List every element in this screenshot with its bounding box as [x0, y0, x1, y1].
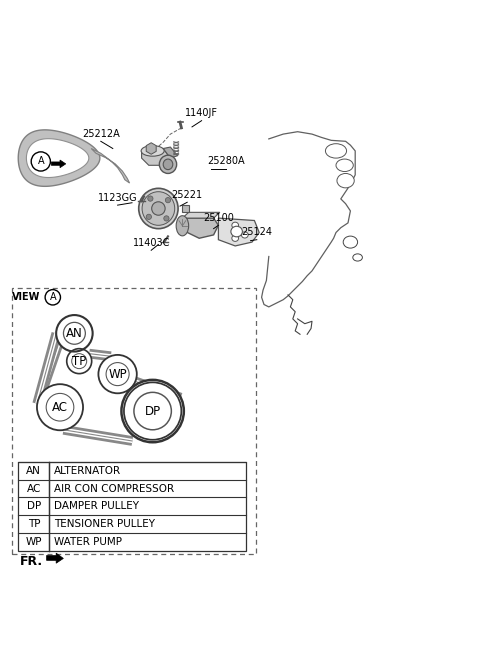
Ellipse shape [232, 235, 239, 241]
Ellipse shape [231, 226, 242, 237]
Text: 25124: 25124 [241, 227, 272, 237]
Text: 25221: 25221 [172, 190, 203, 200]
Ellipse shape [148, 196, 153, 201]
Circle shape [121, 380, 184, 442]
Ellipse shape [176, 215, 189, 236]
Text: AN: AN [66, 327, 83, 340]
Text: A: A [37, 156, 44, 166]
Text: 25100: 25100 [203, 213, 234, 223]
Circle shape [37, 384, 83, 430]
Ellipse shape [336, 159, 353, 171]
Polygon shape [142, 148, 170, 166]
Text: DP: DP [27, 501, 41, 511]
Ellipse shape [141, 146, 164, 156]
Circle shape [67, 349, 92, 374]
Ellipse shape [165, 198, 170, 203]
Text: ALTERNATOR: ALTERNATOR [54, 466, 121, 476]
Text: AC: AC [27, 484, 41, 493]
Polygon shape [182, 205, 189, 212]
Text: AIR CON COMPRESSOR: AIR CON COMPRESSOR [54, 484, 174, 493]
Polygon shape [182, 212, 220, 218]
Text: 1123GG: 1123GG [98, 193, 137, 203]
Ellipse shape [159, 155, 177, 173]
Text: FR.: FR. [20, 555, 43, 568]
Ellipse shape [163, 159, 173, 170]
Ellipse shape [146, 214, 152, 219]
Text: DAMPER PULLEY: DAMPER PULLEY [54, 501, 139, 511]
Text: DP: DP [144, 405, 161, 418]
Polygon shape [26, 139, 89, 177]
Ellipse shape [337, 173, 354, 188]
Polygon shape [218, 218, 259, 246]
Ellipse shape [241, 232, 248, 238]
Ellipse shape [353, 254, 362, 261]
Ellipse shape [139, 189, 178, 229]
Polygon shape [163, 147, 178, 158]
Ellipse shape [325, 144, 347, 158]
Ellipse shape [343, 236, 358, 248]
Text: WP: WP [108, 368, 127, 380]
Text: TP: TP [72, 355, 86, 368]
Text: WP: WP [25, 537, 42, 547]
Text: 25280A: 25280A [207, 156, 244, 166]
Text: 1140JF: 1140JF [185, 108, 218, 118]
Polygon shape [182, 218, 218, 238]
Text: 11403C: 11403C [132, 238, 170, 248]
Text: A: A [49, 292, 56, 302]
Ellipse shape [142, 192, 175, 225]
Text: AN: AN [26, 466, 41, 476]
Circle shape [98, 355, 137, 394]
Ellipse shape [164, 215, 169, 221]
Text: VIEW: VIEW [12, 292, 41, 302]
Text: TP: TP [27, 519, 40, 529]
Text: AC: AC [52, 401, 68, 414]
Polygon shape [47, 553, 63, 563]
Polygon shape [51, 160, 66, 168]
Text: TENSIONER PULLEY: TENSIONER PULLEY [54, 519, 155, 529]
Polygon shape [18, 130, 100, 187]
Text: WATER PUMP: WATER PUMP [54, 537, 122, 547]
Ellipse shape [232, 222, 239, 229]
Text: 25212A: 25212A [82, 129, 120, 139]
Ellipse shape [152, 202, 165, 215]
Circle shape [56, 315, 93, 351]
Polygon shape [91, 148, 130, 183]
